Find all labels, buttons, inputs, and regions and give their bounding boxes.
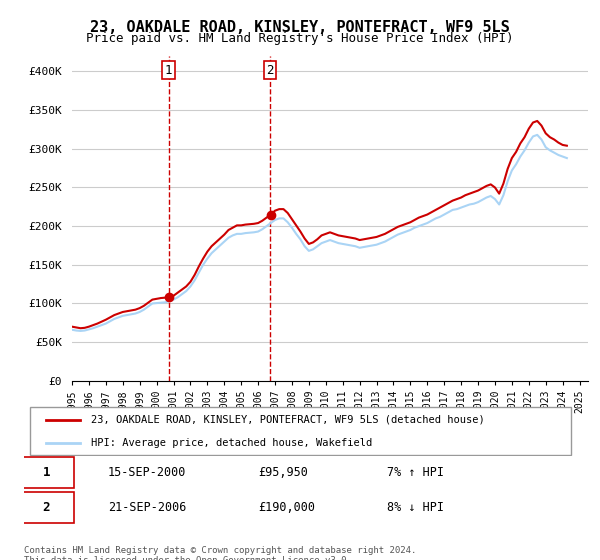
Text: Contains HM Land Registry data © Crown copyright and database right 2024.
This d: Contains HM Land Registry data © Crown c… — [24, 546, 416, 560]
Text: 23, OAKDALE ROAD, KINSLEY, PONTEFRACT, WF9 5LS: 23, OAKDALE ROAD, KINSLEY, PONTEFRACT, W… — [90, 20, 510, 35]
Text: £190,000: £190,000 — [259, 501, 316, 514]
Text: 8% ↓ HPI: 8% ↓ HPI — [387, 501, 444, 514]
Text: Price paid vs. HM Land Registry's House Price Index (HPI): Price paid vs. HM Land Registry's House … — [86, 32, 514, 45]
Text: 23, OAKDALE ROAD, KINSLEY, PONTEFRACT, WF9 5LS (detached house): 23, OAKDALE ROAD, KINSLEY, PONTEFRACT, W… — [91, 414, 485, 424]
Text: HPI: Average price, detached house, Wakefield: HPI: Average price, detached house, Wake… — [91, 438, 372, 448]
Text: £95,950: £95,950 — [259, 466, 308, 479]
FancyBboxPatch shape — [29, 407, 571, 455]
Text: 15-SEP-2000: 15-SEP-2000 — [108, 466, 186, 479]
FancyBboxPatch shape — [19, 457, 74, 488]
FancyBboxPatch shape — [19, 492, 74, 523]
Text: 1: 1 — [165, 64, 172, 77]
Text: 1: 1 — [43, 466, 50, 479]
Text: 21-SEP-2006: 21-SEP-2006 — [108, 501, 186, 514]
Text: 2: 2 — [266, 64, 274, 77]
Text: 2: 2 — [43, 501, 50, 514]
Text: 7% ↑ HPI: 7% ↑ HPI — [387, 466, 444, 479]
